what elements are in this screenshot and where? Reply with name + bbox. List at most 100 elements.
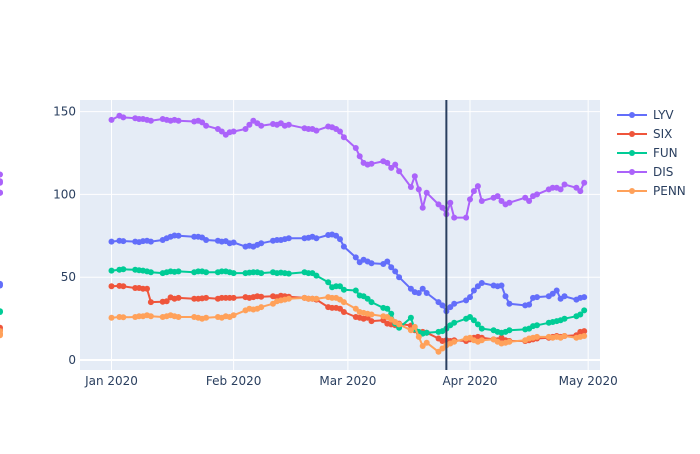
data-point-dis[interactable]	[340, 134, 347, 141]
data-point-penn[interactable]	[407, 327, 414, 334]
data-point-penn[interactable]	[340, 299, 347, 306]
data-point-fun[interactable]	[352, 287, 359, 294]
data-point-dis[interactable]	[470, 188, 477, 195]
data-point-six[interactable]	[203, 294, 210, 301]
data-point-fun[interactable]	[534, 322, 540, 329]
series-dis[interactable]	[0, 112, 588, 221]
data-point-dis[interactable]	[0, 171, 3, 178]
data-point-lyv[interactable]	[470, 287, 477, 294]
data-point-dis[interactable]	[534, 191, 540, 198]
data-point-dis[interactable]	[356, 153, 363, 160]
data-point-penn[interactable]	[0, 328, 3, 335]
data-point-dis[interactable]	[439, 204, 446, 211]
data-point-penn[interactable]	[368, 311, 375, 318]
data-point-fun[interactable]	[388, 310, 395, 317]
data-point-lyv[interactable]	[396, 274, 403, 281]
data-point-fun[interactable]	[203, 269, 210, 276]
data-point-dis[interactable]	[218, 128, 225, 135]
data-point-six[interactable]	[120, 283, 127, 290]
data-point-lyv[interactable]	[506, 300, 513, 307]
data-point-fun[interactable]	[384, 305, 391, 312]
data-point-penn[interactable]	[419, 343, 426, 349]
data-point-fun[interactable]	[581, 307, 588, 314]
data-point-dis[interactable]	[463, 214, 470, 221]
data-point-dis[interactable]	[337, 128, 343, 135]
data-point-lyv[interactable]	[423, 290, 430, 296]
data-point-dis[interactable]	[557, 186, 564, 193]
data-point-dis[interactable]	[447, 199, 454, 206]
data-point-lyv[interactable]	[285, 235, 292, 242]
data-point-lyv[interactable]	[498, 282, 505, 289]
legend-item-dis[interactable]: DIS	[617, 165, 673, 179]
series-penn[interactable]	[0, 294, 588, 355]
data-point-lyv[interactable]	[230, 239, 237, 246]
data-point-fun[interactable]	[423, 329, 430, 336]
data-point-dis[interactable]	[411, 173, 418, 180]
data-point-lyv[interactable]	[407, 285, 414, 292]
data-point-dis[interactable]	[368, 160, 375, 167]
legend-item-fun[interactable]: FUN	[617, 146, 678, 160]
data-point-lyv[interactable]	[337, 236, 343, 243]
data-point-dis[interactable]	[203, 122, 210, 129]
data-point-dis[interactable]	[258, 122, 265, 129]
data-point-penn[interactable]	[203, 314, 210, 321]
data-point-penn[interactable]	[175, 314, 182, 320]
data-point-dis[interactable]	[242, 126, 249, 132]
data-point-lyv[interactable]	[451, 300, 458, 307]
data-point-penn[interactable]	[147, 313, 154, 320]
data-point-lyv[interactable]	[108, 238, 115, 245]
data-point-lyv[interactable]	[581, 294, 588, 301]
data-point-fun[interactable]	[258, 270, 265, 277]
data-point-dis[interactable]	[175, 117, 182, 124]
data-point-lyv[interactable]	[553, 287, 560, 294]
data-point-penn[interactable]	[581, 333, 588, 339]
data-point-fun[interactable]	[325, 279, 332, 286]
data-point-dis[interactable]	[0, 189, 3, 196]
data-point-lyv[interactable]	[313, 235, 320, 242]
data-point-lyv[interactable]	[419, 285, 426, 292]
data-point-fun[interactable]	[577, 311, 584, 318]
data-point-lyv[interactable]	[388, 264, 395, 271]
data-point-dis[interactable]	[230, 128, 237, 135]
data-point-dis[interactable]	[407, 184, 414, 190]
data-point-fun[interactable]	[108, 267, 115, 274]
data-point-lyv[interactable]	[368, 260, 375, 267]
legend[interactable]: LYV SIX FUN DIS PENN	[617, 108, 686, 198]
data-point-dis[interactable]	[199, 119, 206, 126]
data-point-dis[interactable]	[423, 189, 430, 196]
data-point-dis[interactable]	[396, 168, 403, 175]
data-point-six[interactable]	[581, 328, 588, 335]
data-point-lyv[interactable]	[340, 243, 347, 250]
data-point-lyv[interactable]	[561, 293, 568, 300]
data-point-dis[interactable]	[313, 127, 320, 134]
data-point-six[interactable]	[163, 298, 170, 305]
data-point-lyv[interactable]	[203, 237, 210, 243]
data-point-penn[interactable]	[352, 305, 359, 312]
data-point-six[interactable]	[108, 283, 115, 290]
data-point-dis[interactable]	[498, 198, 505, 204]
data-point-dis[interactable]	[352, 145, 359, 151]
data-point-six[interactable]	[144, 285, 150, 292]
data-point-fun[interactable]	[0, 309, 3, 315]
data-point-six[interactable]	[368, 318, 375, 325]
data-point-penn[interactable]	[396, 321, 403, 328]
data-point-penn[interactable]	[478, 337, 485, 344]
data-point-penn[interactable]	[313, 295, 320, 302]
data-point-dis[interactable]	[474, 183, 481, 190]
data-point-dis[interactable]	[392, 161, 399, 168]
data-point-lyv[interactable]	[534, 294, 540, 301]
data-point-lyv[interactable]	[120, 238, 127, 245]
data-point-fun[interactable]	[478, 325, 485, 332]
data-point-fun[interactable]	[506, 327, 513, 334]
series-fun[interactable]	[0, 266, 588, 337]
data-point-dis[interactable]	[478, 198, 485, 204]
data-point-penn[interactable]	[258, 304, 265, 311]
data-point-penn[interactable]	[451, 338, 458, 345]
data-point-lyv[interactable]	[526, 301, 533, 308]
data-point-lyv[interactable]	[175, 232, 182, 239]
data-point-fun[interactable]	[340, 286, 347, 293]
data-point-lyv[interactable]	[478, 280, 485, 286]
data-point-dis[interactable]	[506, 199, 513, 206]
data-point-dis[interactable]	[108, 116, 115, 123]
data-point-penn[interactable]	[120, 314, 127, 321]
